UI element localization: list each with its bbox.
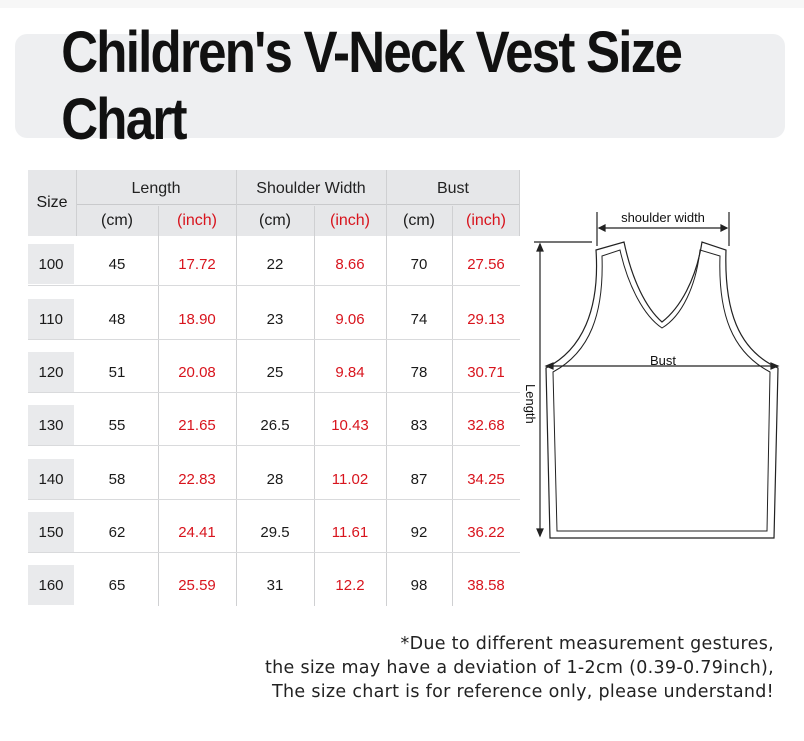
bust-cm-cell: 98 [410,576,428,594]
bust-group-header: Bust [436,180,469,197]
bust-inch-cell: 32.68 [467,416,505,434]
title-banner: Children's V-Neck Vest Size Chart [15,20,785,152]
header-vline [236,170,237,236]
shoulder-width-label: shoulder width [621,210,705,225]
bust-inch-cell: 29.13 [467,310,505,328]
header-vline [452,206,453,236]
page-title: Children's V-Neck Vest Size Chart [61,20,683,152]
header-vline [158,206,159,236]
bust-inch-unit: (inch) [465,212,506,229]
column-divider [386,236,387,606]
row-divider [28,392,520,393]
length-dimension [534,241,592,538]
length-cm-cell: 55 [108,416,126,434]
length-cm-cell: 45 [108,255,126,273]
size-cell: 160 [28,565,74,605]
column-divider [236,236,237,606]
bust-cm-cell: 87 [410,470,428,488]
shoulder-inch-cell: 11.61 [331,523,369,541]
bust-dimension [544,362,780,370]
column-divider [158,236,159,606]
size-cell: 120 [28,352,74,392]
size-cell: 110 [28,299,74,339]
length-inch-unit: (inch) [176,212,217,229]
size-cell: 150 [28,512,74,552]
length-cm-cell: 62 [108,523,126,541]
size-table: Size Length Shoulder Width Bust (cm) (in… [28,170,520,606]
shoulder-cm-cell: 25 [266,363,284,381]
shoulder-cm-cell: 23 [266,310,284,328]
shoulder-cm-cell: 22 [266,255,284,273]
shoulder-width-dimension [596,212,730,246]
bust-cm-cell: 83 [410,416,428,434]
length-group-header: Length [131,180,181,197]
note-line-3: The size chart is for reference only, pl… [272,682,774,702]
size-cell: 140 [28,459,74,499]
row-divider [28,499,520,500]
row-divider [28,552,520,553]
bust-cm-unit: (cm) [403,212,435,229]
table-header [28,170,520,236]
length-inch-cell: 24.41 [178,523,216,541]
header-divider [76,204,520,205]
top-banner-strip [0,0,804,8]
size-column-header: Size [36,194,68,211]
length-label: Length [523,384,538,424]
shoulder-inch-cell: 8.66 [335,255,365,273]
length-cm-cell: 65 [108,576,126,594]
header-vline [314,206,315,236]
bust-inch-cell: 30.71 [467,363,505,381]
bust-inch-cell: 36.22 [467,523,505,541]
bust-cm-cell: 78 [410,363,428,381]
row-divider [28,339,520,340]
bust-inch-cell: 34.25 [467,470,505,488]
shoulder-cm-unit: (cm) [259,212,291,229]
bust-inch-cell: 27.56 [467,255,505,273]
length-inch-cell: 17.72 [178,255,216,273]
length-inch-cell: 20.08 [178,363,216,381]
vest-diagram: shoulder width Bust Length [520,200,790,560]
header-vline [386,170,387,236]
bust-cm-cell: 70 [410,255,428,273]
length-cm-cell: 48 [108,310,126,328]
length-inch-cell: 18.90 [178,310,216,328]
shoulder-cm-cell: 29.5 [260,523,290,541]
disclaimer-note: *Due to different measurement gestures, … [214,632,774,704]
length-cm-cell: 51 [108,363,126,381]
size-cell: 130 [28,405,74,445]
header-vline [519,170,520,236]
shoulder-inch-cell: 9.84 [335,363,365,381]
header-vline [76,170,77,236]
length-inch-cell: 21.65 [178,416,216,434]
column-divider [452,236,453,606]
length-inch-cell: 22.83 [178,470,216,488]
length-cm-cell: 58 [108,470,126,488]
column-divider [314,236,315,606]
length-cm-unit: (cm) [101,212,133,229]
shoulder-inch-cell: 9.06 [335,310,365,328]
shoulder-inch-cell: 11.02 [331,470,369,488]
bust-cm-cell: 74 [410,310,428,328]
bust-cm-cell: 92 [410,523,428,541]
vest-diagram-svg: shoulder width Bust Length [523,210,780,539]
bust-label: Bust [650,353,676,368]
shoulder-cm-cell: 26.5 [260,416,290,434]
shoulder-cm-cell: 31 [266,576,284,594]
bust-inch-cell: 38.58 [467,576,505,594]
length-inch-cell: 25.59 [178,576,216,594]
shoulder-cm-cell: 28 [266,470,284,488]
row-divider [28,285,520,286]
vest-outline [545,241,779,539]
shoulder-inch-unit: (inch) [329,212,370,229]
shoulder-group-header: Shoulder Width [256,180,366,197]
shoulder-inch-cell: 10.43 [331,416,369,434]
note-line-1: *Due to different measurement gestures, [400,634,774,654]
row-divider [28,445,520,446]
shoulder-inch-cell: 12.2 [335,576,365,594]
size-cell: 100 [28,244,74,284]
note-line-2: the size may have a deviation of 1-2cm (… [264,658,774,678]
